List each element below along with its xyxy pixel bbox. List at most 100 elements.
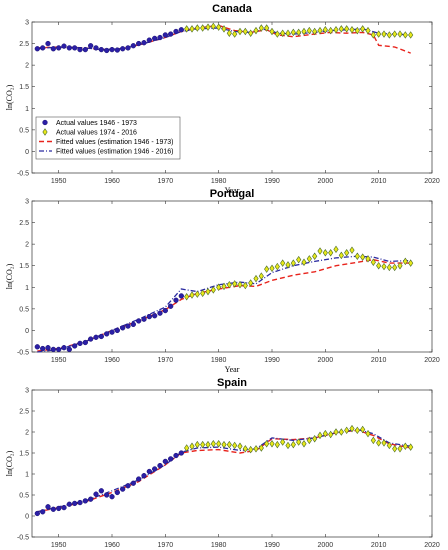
y-tick-label: 0.5 xyxy=(19,493,29,500)
y-tick-label: 0.5 xyxy=(19,306,29,313)
data-point-1974-2016 xyxy=(200,440,206,449)
data-point-1974-2016 xyxy=(408,31,414,39)
data-point-1974-2016 xyxy=(264,440,270,448)
data-point-1946-1973 xyxy=(72,500,78,507)
data-point-1974-2016 xyxy=(397,445,403,453)
data-point-1974-2016 xyxy=(290,440,296,449)
data-point-1946-1973 xyxy=(125,483,131,489)
data-point-1974-2016 xyxy=(280,438,286,446)
data-point-1974-2016 xyxy=(333,26,339,34)
y-tick-label: 3 xyxy=(25,199,29,206)
data-point-1946-1973 xyxy=(82,339,88,346)
data-point-1974-2016 xyxy=(248,445,254,454)
data-point-1974-2016 xyxy=(349,26,355,34)
y-tick-label: 3 xyxy=(25,388,29,395)
data-point-1974-2016 xyxy=(194,440,200,449)
data-point-1946-1973 xyxy=(146,468,152,475)
data-point-1974-2016 xyxy=(402,257,408,266)
data-point-1946-1973 xyxy=(82,498,88,504)
panel-canada: Canada -0.5 0 0.5 1 1.5 2 2.5 3 1950 1960 1970 1980 1… xyxy=(5,3,440,195)
data-point-1974-2016 xyxy=(285,261,291,269)
data-point-1946-1973 xyxy=(104,492,110,498)
data-point-1974-2016 xyxy=(301,27,307,36)
data-point-1946-1973 xyxy=(146,37,152,43)
data-point-1974-2016 xyxy=(184,25,190,33)
data-point-1974-2016 xyxy=(274,262,280,271)
data-point-1974-2016 xyxy=(349,246,355,254)
data-point-1974-2016 xyxy=(269,440,275,448)
data-point-1946-1973 xyxy=(136,40,142,47)
data-point-1946-1973 xyxy=(88,43,94,49)
data-point-1946-1973 xyxy=(136,476,142,482)
data-point-1974-2016 xyxy=(210,22,216,31)
data-point-1974-2016 xyxy=(306,436,312,445)
data-point-1946-1973 xyxy=(93,334,99,340)
data-point-1974-2016 xyxy=(397,30,403,38)
data-point-1974-2016 xyxy=(280,29,286,37)
x-tick-label: 1990 xyxy=(264,178,280,185)
data-point-1946-1973 xyxy=(162,32,168,38)
data-point-1974-2016 xyxy=(285,29,291,37)
data-point-1974-2016 xyxy=(221,440,227,449)
fitted-line-1946-2016 xyxy=(37,428,411,513)
data-point-1946-1973 xyxy=(146,313,152,320)
data-point-1974-2016 xyxy=(285,441,291,450)
y-tick-label: 1.5 xyxy=(19,451,29,458)
y-tick-label: 1 xyxy=(25,106,29,113)
y-tick-label: -0.5 xyxy=(17,171,29,178)
data-point-1974-2016 xyxy=(408,443,414,451)
data-point-1974-2016 xyxy=(322,249,328,257)
y-tick-label: 3 xyxy=(25,20,29,27)
data-point-1946-1973 xyxy=(50,346,56,353)
x-tick-label: 1950 xyxy=(51,542,67,549)
data-point-1974-2016 xyxy=(312,27,318,36)
data-point-1946-1973 xyxy=(130,321,136,328)
data-point-1946-1973 xyxy=(173,28,179,35)
data-point-1974-2016 xyxy=(328,26,334,35)
data-point-1974-2016 xyxy=(216,440,222,448)
data-point-1974-2016 xyxy=(322,26,328,34)
data-point-1974-2016 xyxy=(237,27,243,36)
axes-frame xyxy=(31,21,433,174)
data-point-1974-2016 xyxy=(306,255,312,263)
data-point-1946-1973 xyxy=(61,504,67,511)
data-point-1946-1973 xyxy=(93,45,99,51)
y-axis-label: ln(CO₂) xyxy=(5,263,14,289)
y-tick-label: -0.5 xyxy=(17,535,29,542)
data-point-1946-1973 xyxy=(66,346,72,353)
data-point-1946-1973 xyxy=(93,491,99,497)
data-point-1974-2016 xyxy=(226,29,232,37)
axes-frame xyxy=(31,200,433,353)
data-point-1974-2016 xyxy=(381,262,387,271)
data-point-1946-1973 xyxy=(88,336,94,342)
data-point-1946-1973 xyxy=(152,313,158,319)
data-point-1974-2016 xyxy=(349,424,355,433)
data-point-1946-1973 xyxy=(98,333,104,340)
data-point-1946-1973 xyxy=(40,345,46,352)
data-point-1946-1973 xyxy=(66,501,72,507)
data-point-1974-2016 xyxy=(189,442,195,451)
data-point-1974-2016 xyxy=(216,283,222,292)
y-tick-label: 2 xyxy=(25,242,29,249)
y-tick-label: 1.5 xyxy=(19,84,29,91)
data-point-1946-1973 xyxy=(162,458,168,465)
x-tick-label: 2010 xyxy=(371,178,387,185)
data-point-1946-1973 xyxy=(104,331,110,337)
data-point-1974-2016 xyxy=(242,445,248,453)
data-point-1974-2016 xyxy=(184,444,190,452)
data-point-1946-1973 xyxy=(114,327,120,334)
data-point-1974-2016 xyxy=(248,279,254,287)
data-point-1946-1973 xyxy=(168,31,174,37)
data-point-1974-2016 xyxy=(360,425,366,434)
data-point-1974-2016 xyxy=(205,23,211,31)
data-point-1974-2016 xyxy=(253,26,259,35)
data-point-1974-2016 xyxy=(386,263,392,272)
data-point-1974-2016 xyxy=(370,436,376,445)
legend: Actual values 1946 - 1973 Actual values 1… xyxy=(35,116,181,160)
data-point-1946-1973 xyxy=(61,43,67,49)
data-point-1974-2016 xyxy=(360,253,366,261)
data-point-1974-2016 xyxy=(248,29,254,37)
data-point-1974-2016 xyxy=(312,434,318,443)
data-point-1974-2016 xyxy=(408,259,414,267)
